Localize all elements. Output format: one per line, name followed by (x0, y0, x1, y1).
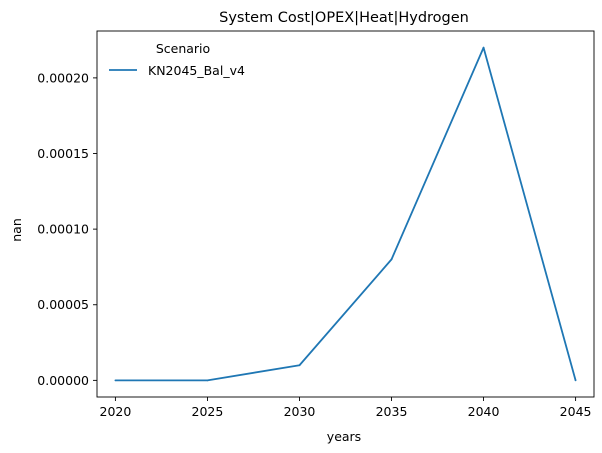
y-tick-label: 0.00005 (37, 297, 89, 312)
data-point (206, 379, 209, 382)
chart-title: System Cost|OPEX|Heat|Hydrogen (219, 10, 469, 26)
x-axis: 2020 2025 2030 2035 2040 2045 (100, 397, 592, 419)
x-tick-label: 2025 (192, 404, 224, 419)
legend: Scenario KN2045_Bal_v4 (109, 41, 245, 78)
y-tick-label: 0.00015 (37, 146, 89, 161)
y-tick-label: 0.00000 (37, 373, 89, 388)
x-tick-label: 2030 (284, 404, 316, 419)
series-line-kn2045-bal-v4 (115, 46, 577, 382)
legend-label-kn2045-bal-v4: KN2045_Bal_v4 (148, 63, 245, 78)
data-point (390, 258, 393, 261)
plot-frame (96, 30, 595, 398)
y-tick-label: 0.00020 (37, 70, 89, 85)
data-point (574, 379, 577, 382)
y-tick-label: 0.00010 (37, 222, 89, 237)
data-point (482, 46, 485, 49)
data-point (114, 379, 117, 382)
legend-title: Scenario (156, 41, 210, 56)
x-tick-label: 2040 (468, 404, 500, 419)
data-point (298, 364, 301, 367)
y-axis: 0.00000 0.00005 0.00010 0.00015 0.00020 (37, 70, 97, 388)
x-tick-label: 2035 (376, 404, 408, 419)
x-axis-label: years (327, 429, 361, 444)
y-axis-label: nan (9, 218, 24, 242)
plot-area (96, 30, 595, 398)
x-tick-label: 2020 (100, 404, 132, 419)
x-tick-label: 2045 (560, 404, 592, 419)
